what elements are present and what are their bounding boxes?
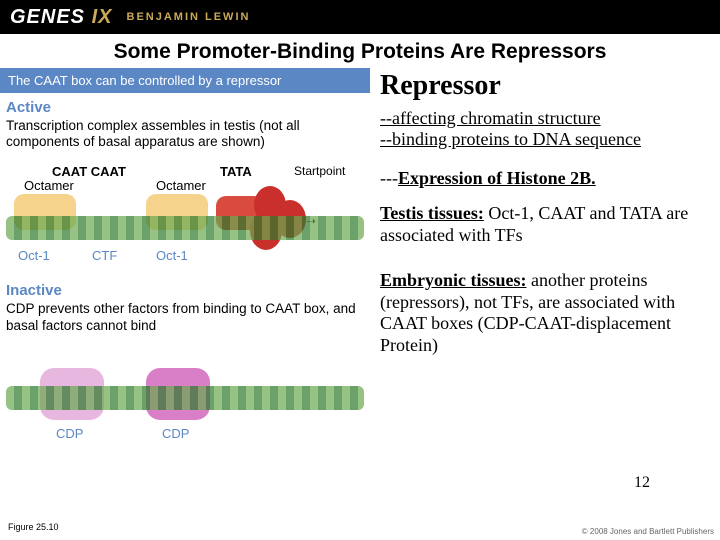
top-bar: GENES IX BENJAMIN LEWIN [0,0,720,34]
embryonic-lead: Embryonic tissues: [380,270,527,290]
dash: --- [380,168,398,188]
testis-section: Testis tissues: Oct-1, CAAT and TATA are… [380,203,716,246]
inactive-heading: Inactive [6,282,370,299]
diagram-inactive: CDP CDP [6,340,364,450]
blue-banner: The CAAT box can be controlled by a repr… [0,68,370,93]
label-cdp: CDP [56,426,83,441]
label-oct1b: Oct-1 [156,248,188,263]
label-tata: TATA [220,164,252,179]
label-startpoint: Startpoint [294,164,345,178]
repressor-heading: Repressor [380,70,720,102]
author: BENJAMIN LEWIN [127,11,251,23]
dna-helix [6,386,364,410]
diagram-active: CAAT CAAT TATA Startpoint Octamer Octame… [6,156,364,276]
left-column: The CAAT box can be controlled by a repr… [0,68,370,538]
label-ctf: CTF [92,248,117,263]
brand: GENES IX [10,6,113,29]
label-octamer-1: Octamer [24,178,74,193]
page-title: Some Promoter-Binding Proteins Are Repre… [0,40,720,64]
active-text: Transcription complex assembles in testi… [6,118,364,150]
brand-suffix: IX [92,6,113,28]
embryonic-section: Embryonic tissues: another proteins (rep… [380,270,716,356]
bullet-2: --binding proteins to DNA sequence [380,129,720,150]
figure-number: Figure 25.10 [8,522,59,532]
slide-number: 12 [634,474,650,492]
active-heading: Active [6,99,370,116]
expression-text: Expression of Histone 2B. [398,168,596,188]
content: The CAAT box can be controlled by a repr… [0,68,720,538]
copyright: © 2008 Jones and Bartlett Publishers [582,527,714,536]
expression-line: ---Expression of Histone 2B. [380,168,716,189]
brand-name: GENES [10,6,85,28]
testis-lead: Testis tissues: [380,203,484,223]
right-column: Repressor --affecting chromatin structur… [370,68,720,538]
label-oct1: Oct-1 [18,248,50,263]
label-cdp2: CDP [162,426,189,441]
label-octamer-2: Octamer [156,178,206,193]
inactive-text: CDP prevents other factors from binding … [6,301,364,333]
label-caat: CAAT CAAT [52,164,126,179]
bullet-1: --affecting chromatin structure [380,108,720,129]
dna-helix [6,216,364,240]
